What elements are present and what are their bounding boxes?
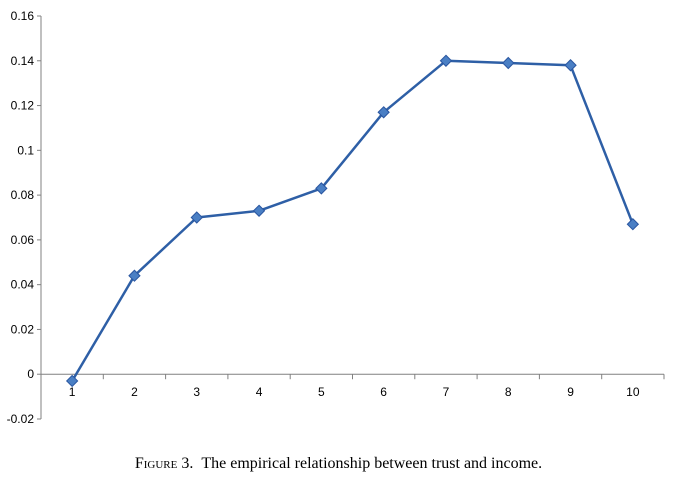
y-tick-label: 0.16 bbox=[11, 9, 35, 23]
data-point-marker bbox=[564, 59, 577, 72]
x-tick-label: 10 bbox=[626, 385, 640, 399]
figure-label: Figure 3. bbox=[134, 455, 194, 472]
data-point-marker bbox=[502, 56, 515, 70]
x-tick-label: 7 bbox=[443, 385, 450, 399]
figure-caption-text: The empirical relationship between trust… bbox=[201, 455, 543, 472]
y-tick-label: 0 bbox=[27, 367, 34, 381]
y-tick-label: 0.04 bbox=[11, 278, 35, 292]
x-tick-label: 9 bbox=[567, 385, 574, 399]
data-point-marker bbox=[65, 374, 79, 388]
y-tick-label: 0.06 bbox=[11, 233, 35, 247]
x-tick-label: 5 bbox=[318, 385, 325, 399]
y-tick-label: 0.02 bbox=[11, 322, 35, 336]
y-tick-label: 0.14 bbox=[11, 54, 35, 68]
data-point-marker bbox=[377, 106, 390, 119]
x-tick-label: 6 bbox=[380, 385, 387, 399]
data-point-marker bbox=[315, 182, 328, 195]
series-line bbox=[71, 59, 635, 382]
series-layer bbox=[65, 54, 640, 388]
data-point-marker bbox=[626, 218, 640, 231]
x-tick-label: 4 bbox=[256, 385, 263, 399]
y-tick-label: 0.12 bbox=[11, 99, 35, 113]
x-axis-ticks: 1 2 3 4 5 6 7 8 9 10 bbox=[40, 374, 665, 399]
x-tick-label: 8 bbox=[505, 385, 512, 399]
y-tick-label: 0.08 bbox=[11, 188, 35, 202]
data-point-marker bbox=[190, 211, 203, 224]
y-axis-ticks: -0.02 0 0.02 0.04 0.06 0.08 0.1 0.12 0.14 0.16 bbox=[7, 9, 41, 426]
data-point-marker bbox=[439, 54, 453, 67]
x-tick-label: 2 bbox=[131, 385, 138, 399]
chart-axes bbox=[40, 16, 664, 419]
y-tick-label: 0.1 bbox=[17, 143, 34, 157]
data-point-marker bbox=[252, 204, 266, 217]
x-tick-label: 3 bbox=[193, 385, 200, 399]
y-tick-label: -0.02 bbox=[7, 412, 35, 426]
x-tick-label: 1 bbox=[69, 385, 76, 399]
figure-caption: Figure 3. The empirical relationship bet… bbox=[0, 455, 677, 473]
data-point-marker bbox=[128, 269, 141, 282]
